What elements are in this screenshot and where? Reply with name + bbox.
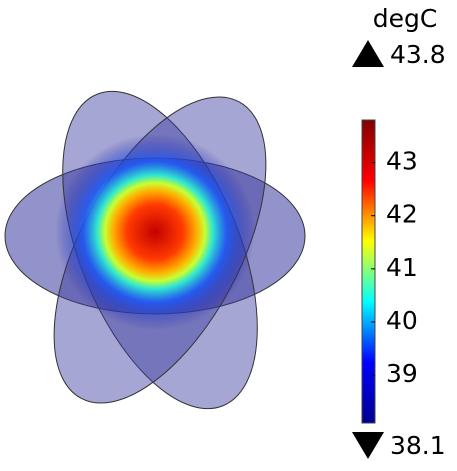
- min-marker: [352, 432, 384, 459]
- color-bar: [361, 119, 376, 424]
- tick-label: 40: [386, 306, 418, 335]
- max-marker: [352, 40, 384, 67]
- tick-label: 41: [386, 253, 418, 282]
- unit-label: degC: [373, 4, 438, 33]
- max-label: 43.8: [390, 40, 446, 69]
- tick-label: 42: [386, 200, 418, 229]
- min-label: 38.1: [390, 431, 446, 460]
- tick-label: 43: [386, 147, 418, 176]
- tick-label: 39: [386, 359, 418, 388]
- hot-spot: [55, 134, 255, 330]
